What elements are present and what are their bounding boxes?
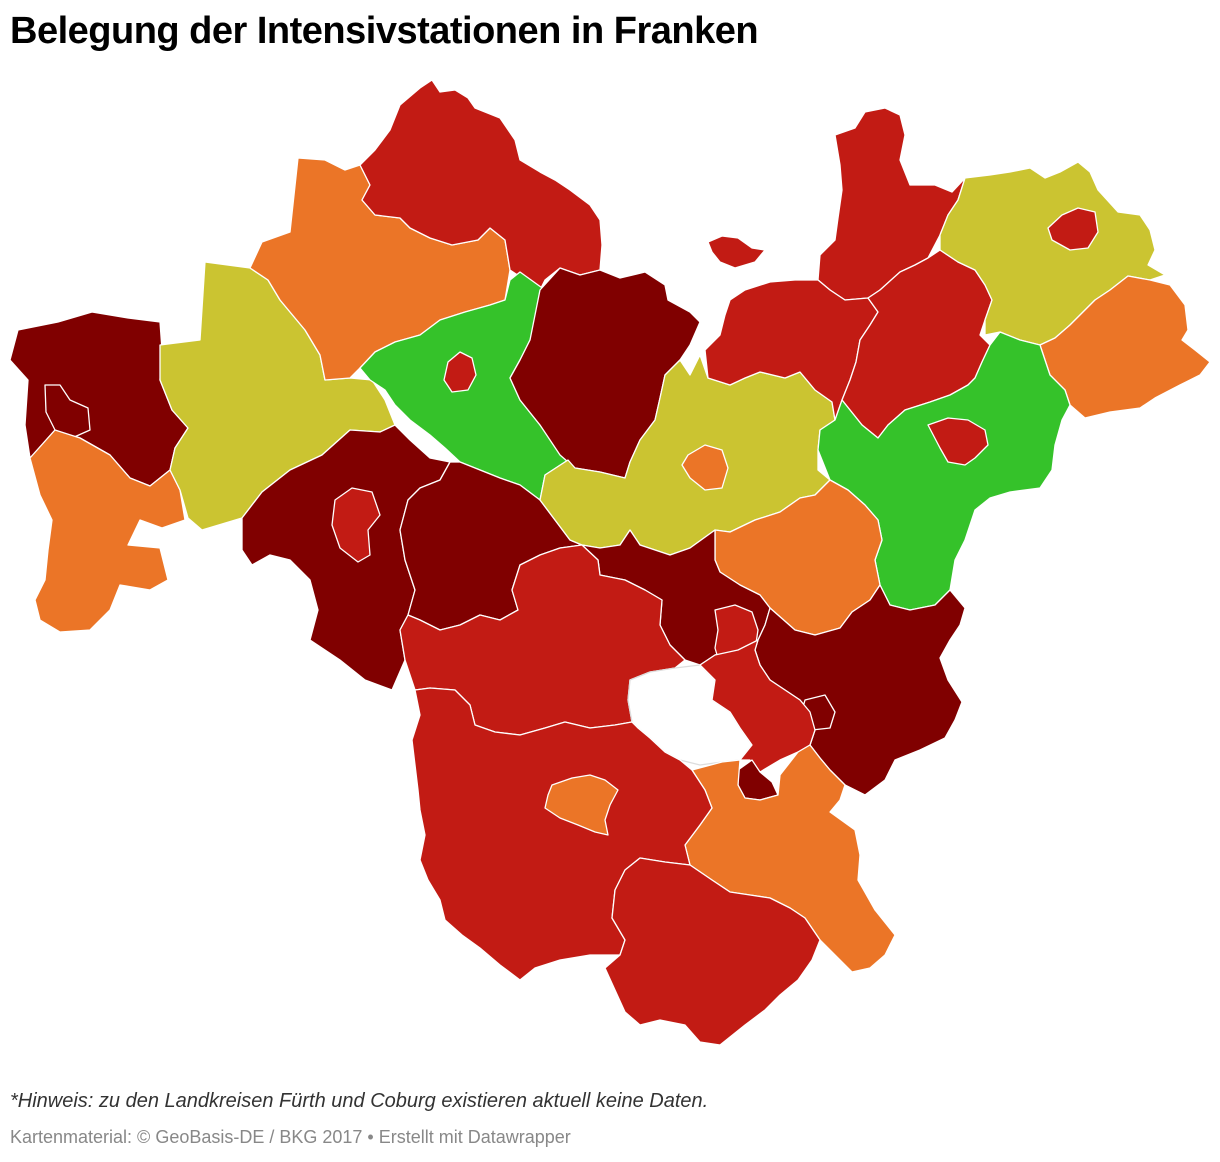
map-note: *Hinweis: zu den Landkreisen Fürth und C… (10, 1090, 709, 1112)
region-north-island[interactable] (707, 235, 766, 269)
region-northwest-red[interactable] (359, 79, 603, 291)
map-title: Belegung der Intensivstationen in Franke… (10, 10, 759, 52)
region-northeast-red-1[interactable] (817, 107, 966, 301)
region-southwest-orange[interactable] (29, 429, 186, 633)
map-source-footer: Kartenmaterial: © GeoBasis-DE / BKG 2017… (10, 1127, 571, 1147)
region-bayreuth-city[interactable] (927, 417, 989, 466)
region-far-west-city[interactable] (44, 384, 91, 439)
region-south-red[interactable] (604, 857, 821, 1046)
region-east-orange[interactable] (1039, 275, 1211, 419)
region-hof-city[interactable] (1047, 207, 1099, 251)
region-wuerzburg-city[interactable] (331, 487, 381, 563)
region-center-west-city[interactable] (443, 351, 477, 393)
region-bamberg-city[interactable] (681, 444, 729, 491)
choropleth-map (0, 70, 1220, 1070)
region-ansbach-city[interactable] (544, 774, 619, 836)
